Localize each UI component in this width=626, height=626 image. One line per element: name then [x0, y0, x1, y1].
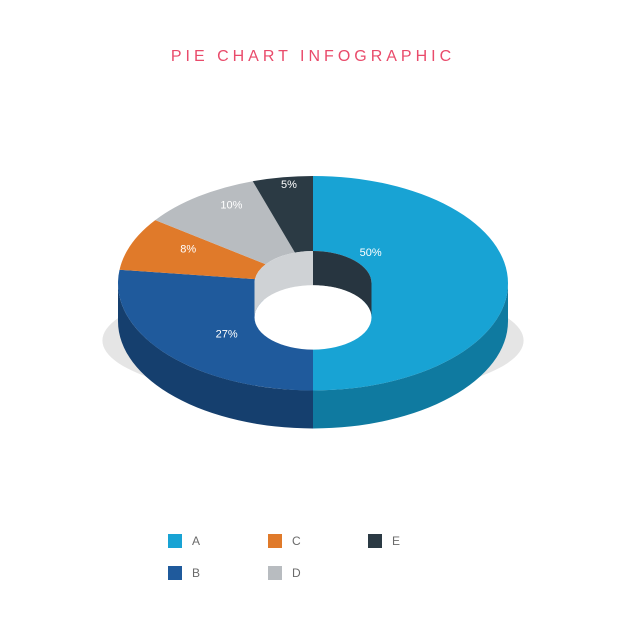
inner-floor	[255, 285, 372, 349]
legend-label-A: A	[192, 534, 200, 548]
slice-label-C: 8%	[180, 244, 196, 256]
legend-label-B: B	[192, 566, 200, 580]
slice-label-E: 5%	[281, 179, 297, 191]
legend-label-C: C	[292, 534, 301, 548]
legend-swatch-C	[268, 534, 282, 548]
slice-label-D: 10%	[220, 199, 242, 211]
slice-label-A: 50%	[360, 247, 382, 259]
legend-label-E: E	[392, 534, 400, 548]
legend-swatch-E	[368, 534, 382, 548]
legend-item-D: D	[268, 560, 358, 586]
pie-chart-svg: 50% 27% 8% 10% 5%	[73, 120, 553, 460]
legend: A B C D E	[0, 528, 626, 586]
legend-item-C: C	[268, 528, 358, 554]
slice-label-B: 27%	[216, 329, 238, 341]
legend-item-A: A	[168, 528, 258, 554]
legend-swatch-D	[268, 566, 282, 580]
legend-item-B: B	[168, 560, 258, 586]
chart-title: PIE CHART INFOGRAPHIC	[0, 48, 626, 66]
legend-item-E: E	[368, 528, 458, 554]
legend-swatch-A	[168, 534, 182, 548]
legend-swatch-B	[168, 566, 182, 580]
legend-label-D: D	[292, 566, 301, 580]
pie-chart: 50% 27% 8% 10% 5%	[0, 120, 626, 460]
